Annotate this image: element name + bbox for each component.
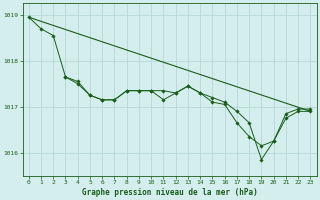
X-axis label: Graphe pression niveau de la mer (hPa): Graphe pression niveau de la mer (hPa) [82,188,258,197]
